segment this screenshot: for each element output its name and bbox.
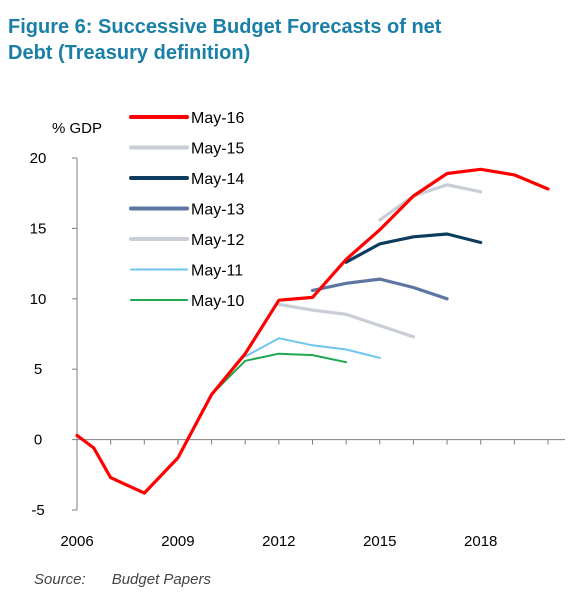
series-line-may-12: [277, 302, 415, 339]
y-tick-label: 10: [30, 291, 47, 308]
y-tick-label: 20: [30, 150, 47, 167]
legend-label: May-11: [191, 263, 243, 280]
legend-label: May-10: [191, 293, 244, 310]
y-axis-label: % GDP: [52, 120, 102, 137]
y-tick-label: 15: [30, 220, 47, 237]
x-tick-label: 2015: [363, 533, 396, 550]
x-tick-label: 2006: [60, 533, 93, 550]
series-layer: [75, 167, 550, 495]
series-line-may-15: [378, 183, 483, 222]
x-tick-label: 2012: [262, 533, 295, 550]
y-tick-label: -5: [31, 502, 44, 519]
legend-label: May-16: [191, 110, 244, 127]
series-line-may-16: [75, 167, 550, 495]
chart-title-line-2: Debt (Treasury definition): [8, 42, 251, 64]
legend-label: May-12: [191, 232, 244, 249]
y-tick-label: 0: [34, 432, 42, 449]
x-tick-label: 2018: [464, 533, 497, 550]
source-note: Source: Budget Papers: [34, 571, 211, 588]
chart-title-line-1: Figure 6: Successive Budget Forecasts of…: [8, 16, 442, 38]
legend-label: May-14: [191, 171, 244, 188]
source-text: Budget Papers: [111, 571, 211, 588]
chart-title: Figure 6: Successive Budget Forecasts of…: [8, 14, 578, 66]
source-label: Source:: [34, 571, 86, 588]
legend-label: May-13: [191, 202, 244, 219]
y-tick-label: 5: [34, 361, 42, 378]
series-line-may-13: [310, 277, 449, 301]
series-line-may-11: [244, 337, 381, 359]
series-line-may-14: [344, 232, 483, 264]
series-line-may-10: [210, 352, 348, 396]
x-tick-label: 2009: [161, 533, 194, 550]
legend: May-16 May-15 May-14 May-13 May-12 May-11 May-…: [129, 110, 244, 310]
legend-label: May-15: [191, 141, 244, 158]
